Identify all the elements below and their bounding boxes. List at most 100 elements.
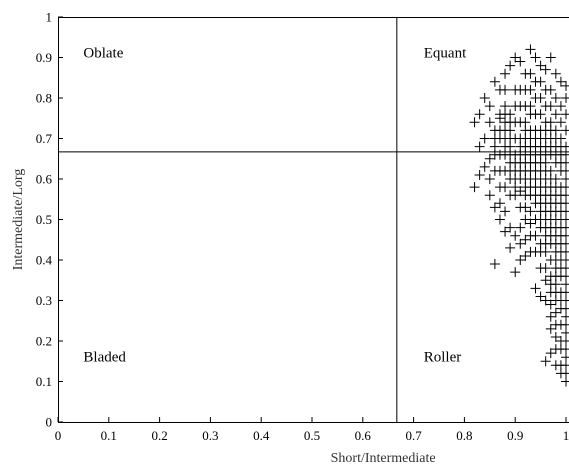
data-point [540,275,551,286]
data-point [561,311,569,322]
data-point [500,141,511,152]
data-point [561,295,569,306]
data-point [550,109,561,120]
data-point [550,149,561,160]
y-tick-label: 0.3 [36,293,52,308]
data-point [540,295,551,306]
data-point [489,259,500,270]
data-point [535,291,546,302]
data-point [515,222,526,233]
data-point [489,76,500,87]
data-point [561,376,569,387]
x-tick-label: 0 [55,428,62,443]
data-point [540,190,551,201]
data-point [530,52,541,63]
data-point [555,117,566,128]
data-point [561,319,569,330]
data-point [561,327,569,338]
data-point [545,311,556,322]
data-point [550,295,561,306]
data-point [530,109,541,120]
data-point [505,190,516,201]
data-point [515,56,526,67]
data-point [550,182,561,193]
data-point [540,356,551,367]
data-point [525,218,536,229]
plot-area [469,44,569,387]
data-point [505,242,516,253]
y-tick-label: 0 [46,415,53,430]
data-point [545,323,556,334]
data-point [540,230,551,241]
x-tick-label: 0.2 [151,428,167,443]
region-label-equant: Equant [424,46,467,62]
data-point [561,80,569,91]
data-point [550,246,561,257]
data-point [489,149,500,160]
data-point [494,125,505,136]
data-point [555,222,566,233]
data-point [550,344,561,355]
data-point [525,165,536,176]
data-point [555,76,566,87]
data-point [515,141,526,152]
data-point [494,182,505,193]
data-point [561,344,569,355]
data-point [515,238,526,249]
data-point [494,198,505,209]
data-point [474,109,485,120]
x-axis-label: Short/Intermediate [331,451,436,466]
data-point [561,174,569,184]
data-point [561,368,569,379]
data-point [561,165,569,176]
data-point [510,230,521,241]
region-label-roller: Roller [424,349,462,365]
data-point [505,165,516,176]
data-point [479,161,490,172]
data-point [494,214,505,225]
y-tick-label: 0.6 [36,172,53,187]
data-point [550,133,561,144]
data-point [540,101,551,112]
data-point [484,117,495,128]
data-point [515,202,526,213]
data-point [510,101,521,112]
data-point [505,133,516,144]
data-point [505,117,516,128]
data-point [561,198,569,209]
data-point [561,352,569,363]
data-point [561,360,569,371]
data-point [530,149,541,160]
data-point [520,214,531,225]
y-tick-label: 1 [46,10,53,25]
region-label-bladed: Bladed [83,349,126,365]
data-point [489,202,500,213]
data-point [540,125,551,136]
data-point [520,234,531,245]
data-point [561,149,569,160]
data-point [535,198,546,209]
data-point [550,319,561,330]
data-point [515,186,526,197]
y-tick-label: 0.9 [36,50,52,65]
x-axis-ticks: 0 0.1 0.2 0.3 0.4 0.5 0.6 0.7 0.8 0.9 1 [55,417,569,443]
y-tick-label: 0.5 [36,212,52,227]
data-point [545,141,556,152]
data-point [469,182,480,193]
data-point [561,182,569,193]
data-point [520,149,531,160]
data-point [469,117,480,128]
y-tick-label: 0.2 [36,334,52,349]
data-point [545,348,556,359]
data-point [561,238,569,249]
data-point [561,125,569,136]
data-point [515,255,526,265]
data-points [469,44,569,387]
data-point [555,157,566,168]
data-point [505,60,516,71]
data-point [561,271,569,282]
x-tick-label: 0.1 [101,428,117,443]
data-point [555,336,566,346]
data-point [525,230,536,241]
